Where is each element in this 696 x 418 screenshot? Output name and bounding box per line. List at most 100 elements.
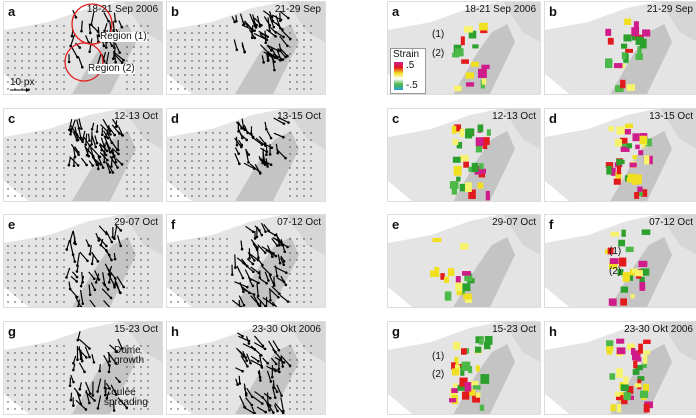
grid-dot	[49, 408, 50, 409]
grid-dot	[133, 280, 134, 281]
grid-dot	[21, 46, 22, 47]
arrow-head	[97, 407, 100, 410]
grid-dot	[170, 259, 171, 260]
grid-dot	[63, 387, 64, 388]
grid-dot	[198, 273, 199, 274]
arrow-head	[281, 365, 284, 368]
arrow-head	[257, 359, 260, 362]
grid-dot	[303, 88, 304, 89]
grid-dot	[296, 188, 297, 189]
grid-dot	[226, 380, 227, 381]
grid-dot	[303, 81, 304, 82]
grid-dot	[184, 259, 185, 260]
arrow-head	[282, 263, 285, 266]
grid-dot	[140, 74, 141, 75]
grid-dot	[205, 280, 206, 281]
grid-dot	[310, 25, 311, 26]
arrow-head	[238, 382, 241, 385]
panel-graphic	[167, 215, 325, 307]
strain-patch	[614, 178, 621, 184]
grid-dot	[226, 146, 227, 147]
grid-dot	[177, 53, 178, 54]
grid-dot	[212, 153, 213, 154]
grid-dot	[147, 160, 148, 161]
grid-dot	[28, 366, 29, 367]
grid-dot	[226, 238, 227, 239]
grid-dot	[63, 153, 64, 154]
grid-dot	[147, 74, 148, 75]
grid-dot	[310, 81, 311, 82]
grid-dot	[133, 408, 134, 409]
grid-dot	[56, 380, 57, 381]
grid-dot	[21, 366, 22, 367]
strain-patch	[633, 155, 637, 159]
grid-dot	[42, 266, 43, 267]
grid-dot	[170, 294, 171, 295]
grid-dot	[14, 301, 15, 302]
arrow-head	[241, 369, 244, 372]
grid-dot	[140, 181, 141, 182]
grid-dot	[133, 181, 134, 182]
arrow-head	[114, 277, 117, 280]
arrow-head	[242, 355, 245, 358]
arrow-head	[265, 153, 268, 156]
grid-dot	[170, 373, 171, 374]
arrow-head	[93, 360, 96, 363]
grid-dot	[35, 81, 36, 82]
strain-patch	[465, 382, 472, 391]
grid-dot	[147, 238, 148, 239]
arrow-head	[114, 20, 117, 23]
strain-patch	[642, 29, 650, 36]
arrow-head	[106, 149, 109, 152]
grid-dot	[56, 132, 57, 133]
grid-dot	[226, 174, 227, 175]
arrow-head	[268, 408, 271, 411]
panel-graphic	[388, 109, 540, 201]
panel-graphic	[545, 2, 696, 94]
grid-dot	[35, 25, 36, 26]
grid-dot	[56, 401, 57, 402]
grid-dot	[126, 74, 127, 75]
arrow-head	[285, 271, 288, 274]
grid-dot	[42, 60, 43, 61]
grid-dot	[191, 60, 192, 61]
grid-dot	[219, 32, 220, 33]
arrow-head	[119, 245, 122, 248]
grid-dot	[219, 380, 220, 381]
grid-dot	[310, 259, 311, 260]
grid-dot	[212, 380, 213, 381]
grid-dot	[303, 408, 304, 409]
grid-dot	[28, 32, 29, 33]
arrow-head	[80, 127, 83, 130]
grid-dot	[133, 139, 134, 140]
right-panel: h23-30 Okt 2006	[545, 322, 696, 414]
grid-dot	[170, 167, 171, 168]
grid-dot	[42, 53, 43, 54]
grid-dot	[21, 188, 22, 189]
grid-dot	[7, 366, 8, 367]
grid-dot	[35, 352, 36, 353]
grid-dot	[226, 39, 227, 40]
grid-dot	[140, 287, 141, 288]
grid-dot	[147, 32, 148, 33]
arrow-head	[236, 48, 239, 51]
grid-dot	[7, 280, 8, 281]
strain-patch	[611, 232, 620, 237]
grid-dot	[205, 153, 206, 154]
arrow-head	[231, 273, 234, 276]
grid-dot	[303, 394, 304, 395]
grid-dot	[212, 301, 213, 302]
grid-dot	[63, 53, 64, 54]
grid-dot	[212, 287, 213, 288]
arrow-head	[241, 248, 244, 251]
grid-dot	[205, 408, 206, 409]
grid-dot	[42, 380, 43, 381]
grid-dot	[170, 401, 171, 402]
strain-patch	[456, 176, 460, 181]
strain-patch	[464, 26, 473, 32]
arrow-head	[119, 292, 122, 295]
strain-patch	[638, 343, 643, 353]
grid-dot	[126, 266, 127, 267]
strain-patch	[480, 374, 489, 384]
arrow-head	[113, 133, 116, 136]
